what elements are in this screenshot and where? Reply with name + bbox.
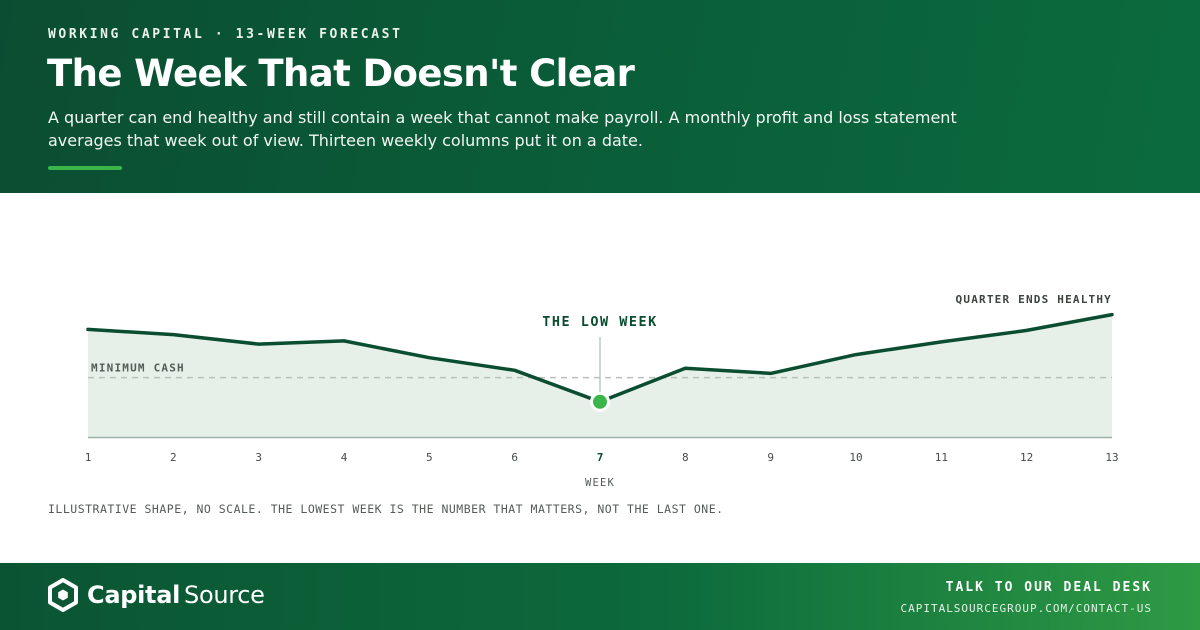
x-tick-label-13: 13 — [1105, 451, 1118, 464]
header-banner: WORKING CAPITAL · 13-WEEK FORECAST The W… — [0, 0, 1200, 193]
page-title: The Week That Doesn't Clear — [47, 52, 635, 95]
cta-link[interactable]: CAPITALSOURCEGROUP.COM/CONTACT-US — [900, 602, 1152, 615]
x-tick-label-4: 4 — [341, 451, 348, 464]
chart-caption: ILLUSTRATIVE SHAPE, NO SCALE. THE LOWEST… — [48, 502, 724, 516]
cta-block: TALK TO OUR DEAL DESK CAPITALSOURCEGROUP… — [900, 580, 1152, 615]
x-tick-label-8: 8 — [682, 451, 689, 464]
hexagon-logo-icon — [48, 578, 78, 612]
brand-name: Capital Source — [87, 581, 265, 609]
footer-banner: Capital Source TALK TO OUR DEAL DESK CAPI… — [0, 563, 1200, 630]
cta-title[interactable]: TALK TO OUR DEAL DESK — [945, 580, 1152, 595]
x-tick-label-1: 1 — [85, 451, 92, 464]
brand-name-regular: Source — [184, 581, 265, 609]
cash-area-fill — [88, 314, 1112, 438]
x-tick-label-10: 10 — [849, 451, 862, 464]
low-week-label: THE LOW WEEK — [542, 314, 658, 330]
x-tick-labels: 1 2 3 4 5 6 7 8 9 10 11 12 13 — [85, 451, 1119, 464]
minimum-cash-label: MINIMUM CASH — [91, 362, 185, 375]
quarter-end-label: QUARTER ENDS HEALTHY — [956, 293, 1112, 306]
x-axis-title: WEEK — [585, 477, 615, 489]
x-tick-label-7: 7 — [597, 451, 604, 464]
low-week-marker — [590, 391, 610, 412]
cash-forecast-chart: MINIMUM CASH THE LOW WEEK QUARTER ENDS H… — [85, 293, 1119, 489]
eyebrow-label: WORKING CAPITAL · 13-WEEK FORECAST — [48, 27, 403, 42]
page-subtitle: A quarter can end healthy and still cont… — [48, 108, 957, 150]
x-tick-label-9: 9 — [767, 451, 774, 464]
x-tick-label-2: 2 — [170, 451, 177, 464]
brand-name-bold: Capital — [87, 581, 181, 609]
x-tick-label-11: 11 — [935, 451, 948, 464]
accent-bar — [48, 166, 122, 170]
x-tick-label-12: 12 — [1020, 451, 1033, 464]
brand-logo[interactable]: Capital Source — [48, 578, 265, 612]
x-tick-label-3: 3 — [255, 451, 262, 464]
x-tick-label-5: 5 — [426, 451, 433, 464]
x-tick-label-6: 6 — [511, 451, 518, 464]
